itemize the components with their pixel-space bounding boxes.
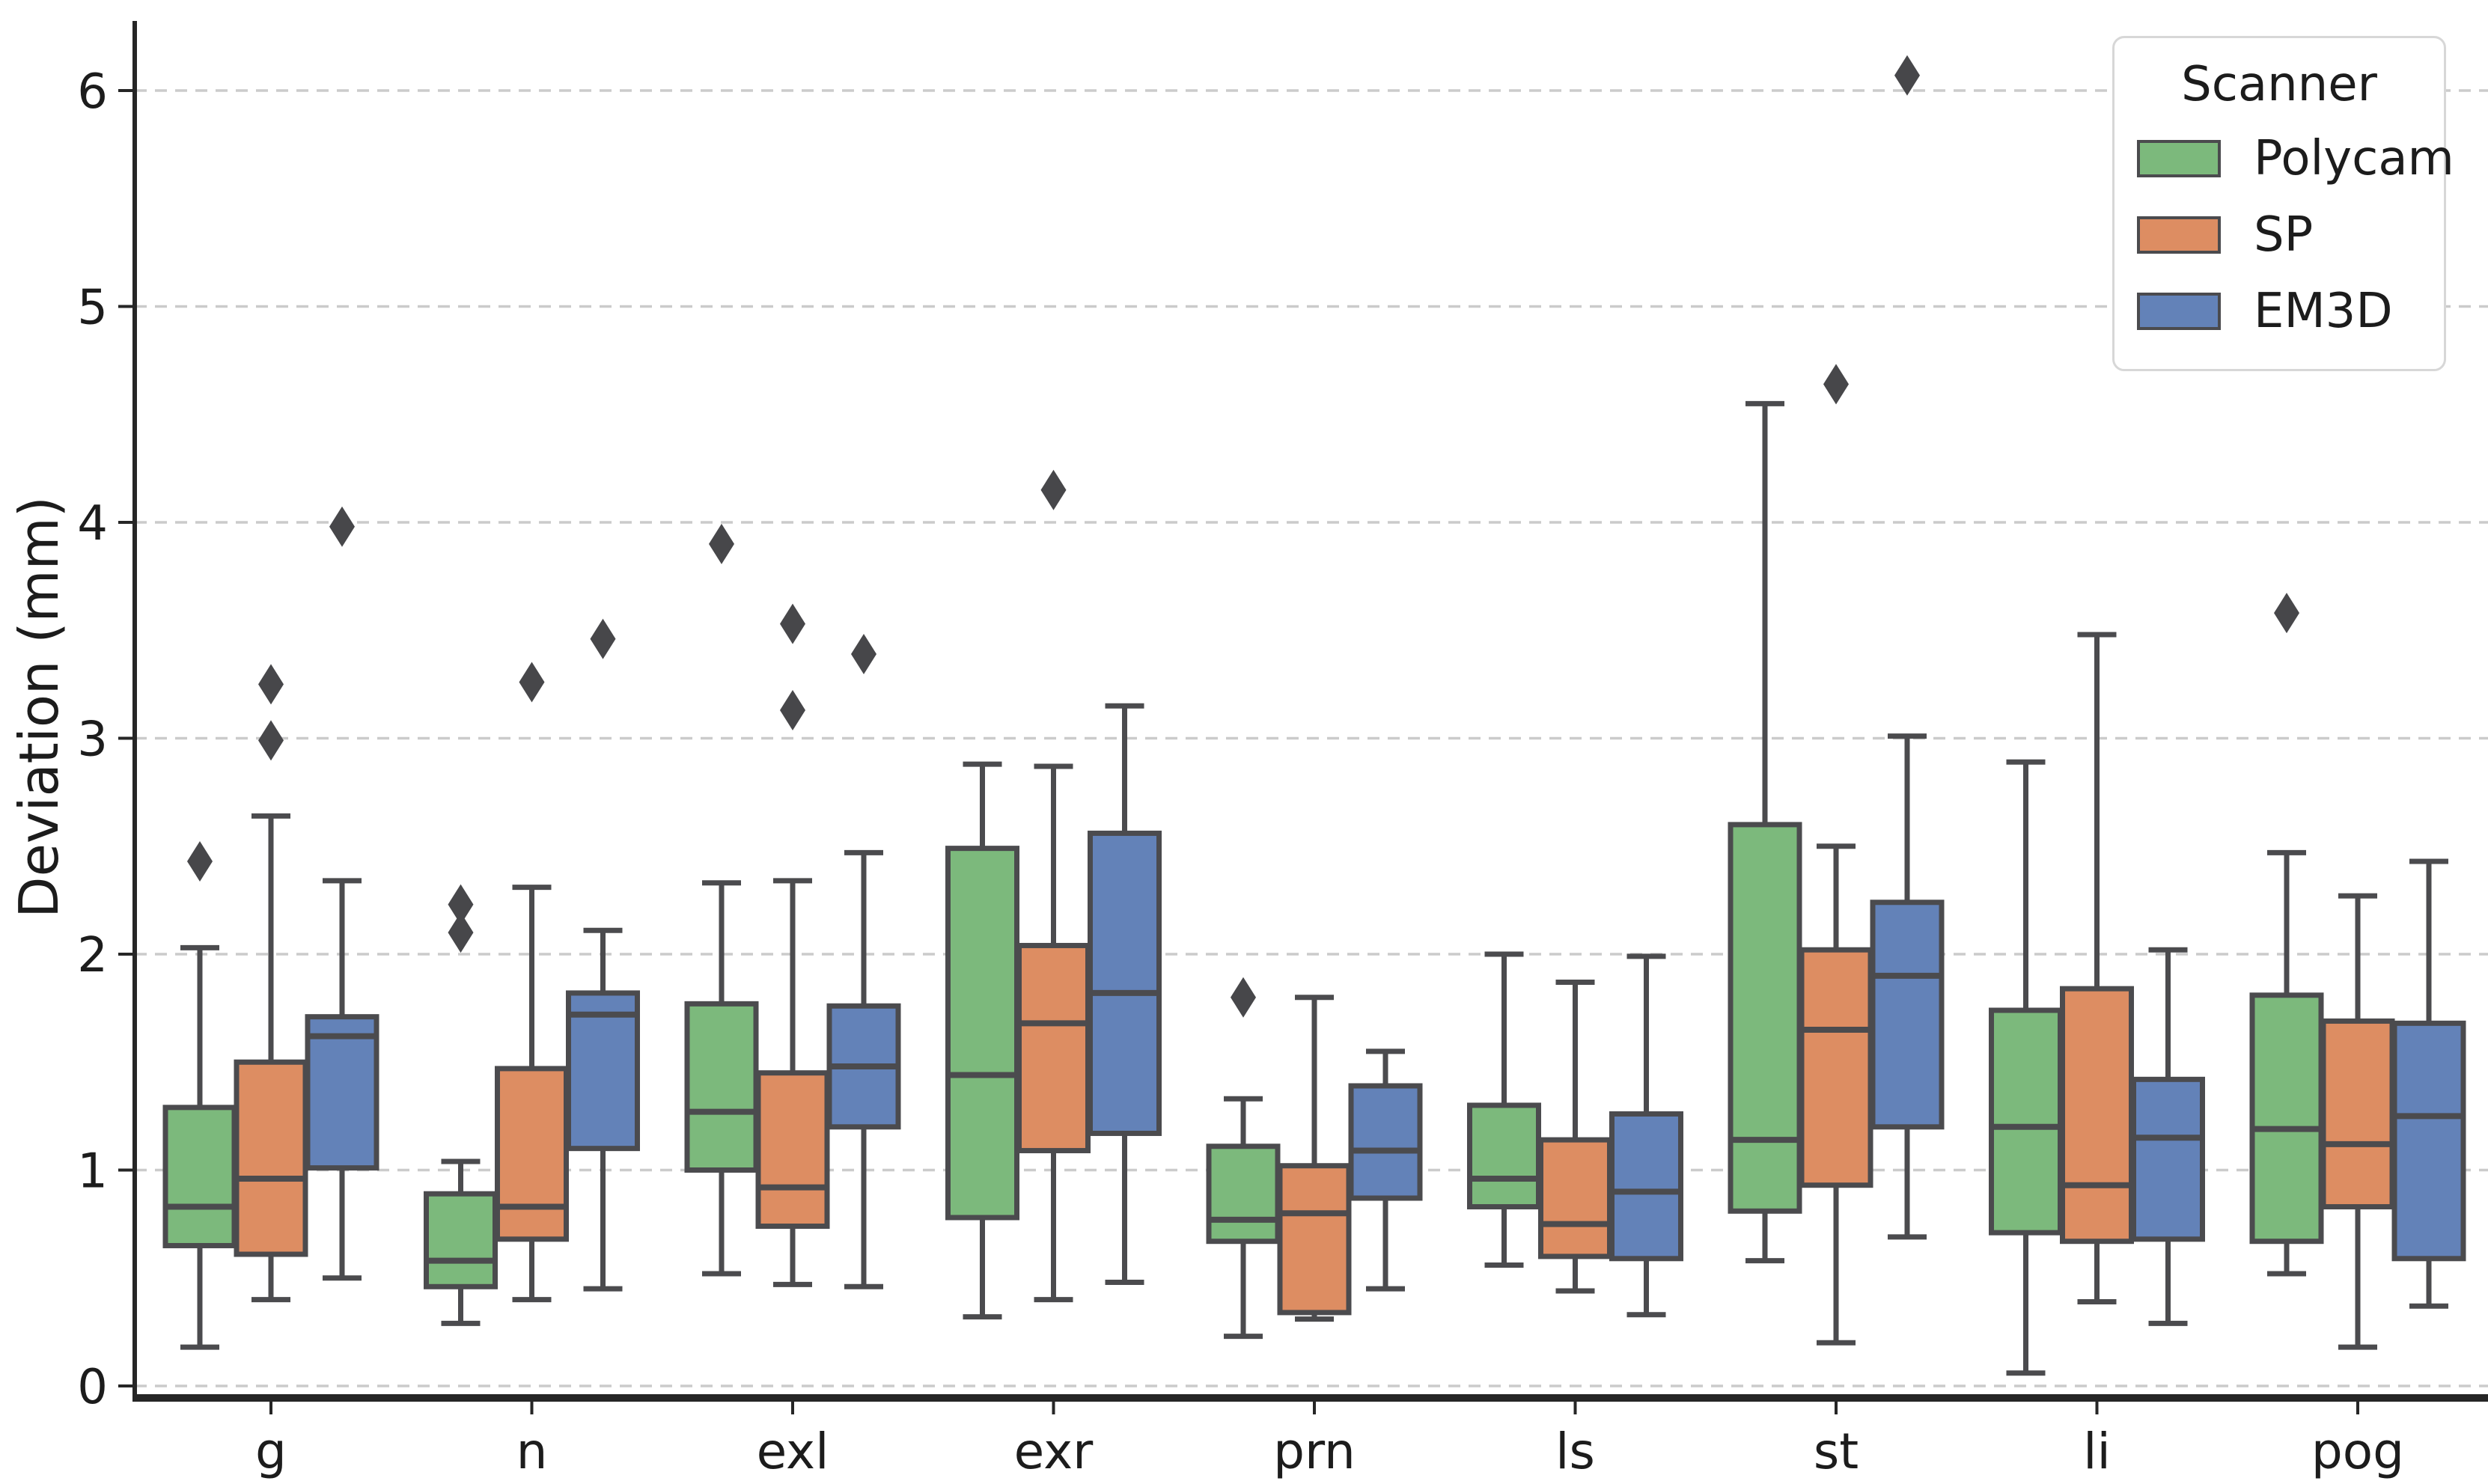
x-tick-label-exr: exr xyxy=(1014,1423,1094,1480)
box-sp-li xyxy=(2060,986,2134,1245)
box-polycam-pog xyxy=(2249,992,2324,1245)
legend-swatch-polycam xyxy=(2137,140,2221,177)
box-polycam-li xyxy=(1989,1007,2063,1236)
y-tick-label-3: 3 xyxy=(77,712,108,768)
box-em3d-exr xyxy=(1088,830,1162,1136)
legend-item-em3d: EM3D xyxy=(2115,273,2444,349)
box-sp-ls xyxy=(1538,1137,1612,1259)
box-sp-n xyxy=(495,1066,569,1242)
box-sp-g xyxy=(234,1059,308,1257)
legend-swatch-em3d xyxy=(2137,293,2221,330)
y-tick-label-1: 1 xyxy=(77,1144,108,1200)
y-tick-label-6: 6 xyxy=(77,64,108,120)
outlier-em3d-st-0 xyxy=(1894,55,1920,96)
outlier-polycam-n-0 xyxy=(448,912,474,953)
outlier-sp-n-0 xyxy=(519,662,545,703)
box-em3d-g xyxy=(305,1014,379,1171)
legend-item-sp: SP xyxy=(2115,197,2444,273)
outlier-polycam-n-1 xyxy=(448,884,474,925)
y-axis-label: Deviation (mm) xyxy=(7,496,70,918)
box-polycam-exl xyxy=(684,1001,759,1173)
x-tick-label-st: st xyxy=(1814,1423,1859,1480)
outlier-polycam-prn-0 xyxy=(1231,977,1256,1018)
box-polycam-prn xyxy=(1206,1143,1281,1245)
legend-item-label: Polycam xyxy=(2254,131,2454,186)
box-em3d-n xyxy=(566,990,640,1152)
box-em3d-li xyxy=(2131,1076,2205,1242)
outlier-em3d-exl-0 xyxy=(851,633,876,674)
box-em3d-pog xyxy=(2391,1020,2466,1262)
y-tick-label-2: 2 xyxy=(77,928,108,983)
y-tick-label-0: 0 xyxy=(77,1360,108,1415)
outlier-polycam-exl-0 xyxy=(709,523,734,564)
box-em3d-ls xyxy=(1609,1111,1683,1262)
box-polycam-st xyxy=(1728,822,1802,1214)
outlier-polycam-pog-0 xyxy=(2274,593,2299,634)
y-tick-label-4: 4 xyxy=(77,496,108,552)
y-tick-label-5: 5 xyxy=(77,281,108,336)
box-sp-exr xyxy=(1016,942,1091,1154)
outlier-sp-exl-0 xyxy=(780,689,805,730)
outlier-sp-exr-0 xyxy=(1040,469,1067,510)
box-sp-exl xyxy=(755,1070,830,1230)
outlier-sp-g-1 xyxy=(258,664,284,705)
legend-item-label: EM3D xyxy=(2254,284,2393,339)
box-sp-prn xyxy=(1277,1163,1352,1316)
x-tick-label-n: n xyxy=(516,1423,548,1480)
legend-item-polycam: Polycam xyxy=(2115,120,2454,197)
legend: Scanner Polycam SP EM3D xyxy=(2112,36,2454,371)
outlier-em3d-g-0 xyxy=(329,506,355,547)
x-tick-label-li: li xyxy=(2083,1423,2111,1480)
box-em3d-st xyxy=(1870,900,1945,1130)
outlier-em3d-n-0 xyxy=(590,618,616,659)
outlier-sp-st-0 xyxy=(1823,364,1849,405)
outlier-sp-exl-1 xyxy=(780,603,805,644)
box-em3d-prn xyxy=(1348,1083,1423,1201)
x-tick-label-g: g xyxy=(255,1423,287,1480)
outlier-sp-g-0 xyxy=(258,720,284,761)
legend-swatch-sp xyxy=(2137,216,2221,254)
x-tick-label-prn: prn xyxy=(1273,1423,1356,1480)
box-sp-pog xyxy=(2320,1018,2395,1210)
box-polycam-g xyxy=(162,1105,237,1248)
legend-item-label: SP xyxy=(2254,207,2314,263)
box-polycam-ls xyxy=(1467,1102,1541,1210)
x-tick-label-ls: ls xyxy=(1555,1423,1595,1480)
box-polycam-n xyxy=(424,1191,498,1289)
box-polycam-exr xyxy=(945,846,1019,1221)
legend-title: Scanner xyxy=(2181,57,2377,112)
x-tick-label-pog: pog xyxy=(2311,1423,2404,1480)
x-tick-label-exl: exl xyxy=(757,1423,829,1480)
box-sp-st xyxy=(1799,947,1873,1188)
outlier-polycam-g-0 xyxy=(187,840,213,882)
